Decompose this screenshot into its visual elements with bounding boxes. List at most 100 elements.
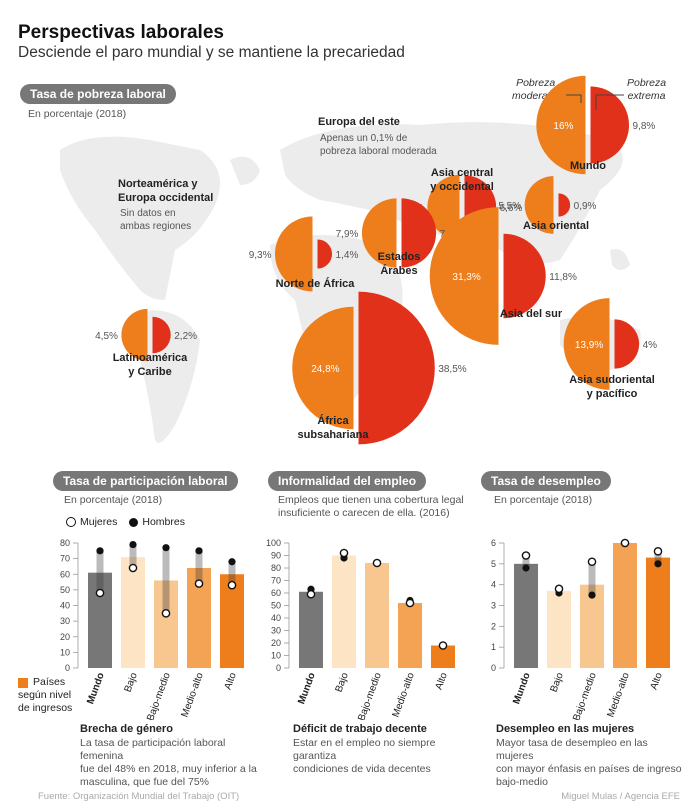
participation-ytick: 70 — [60, 554, 70, 564]
value-moderate-estados-arabes: 7,9% — [336, 229, 359, 240]
participation-hombres-dot-mundo — [96, 547, 104, 555]
value-moderate-norte-de-africa: 9,3% — [249, 250, 272, 261]
unemployment-caption: Desempleo en las mujeres Mayor tasa de d… — [496, 723, 686, 789]
poverty-unit: En porcentaje (2018) — [28, 108, 127, 120]
value-extreme-asia-oriental: 0,9% — [574, 201, 597, 212]
countries-legend-line1: Países — [33, 676, 66, 688]
footer-source: Fuente: Organización Mundial del Trabajo… — [38, 791, 240, 802]
informality-caption-line1: Estar en el empleo no siempre garantiza — [293, 737, 436, 762]
europe-note-line2: pobreza laboral moderada — [320, 146, 437, 157]
informality-note: Empleos que tienen una cobertura legal i… — [278, 494, 464, 520]
region-name-asia-del-sur: Asia del sur — [500, 308, 563, 320]
countries-swatch-icon — [18, 677, 28, 688]
participation-ytick: 30 — [60, 616, 70, 626]
unemployment-ytick: 0 — [491, 663, 496, 673]
participation-bar-bajo-medio — [154, 580, 178, 668]
participation-caption-title: Brecha de género — [80, 723, 173, 735]
informality-ytick: 30 — [271, 626, 281, 636]
unemployment-category-medio-alto: Medio-alto — [606, 671, 632, 719]
value-moderate-latinoamerica-y-caribe: 4,5% — [95, 331, 118, 342]
unemployment-mujeres-dot-alto — [653, 547, 663, 556]
participation-gap-alto — [228, 561, 236, 586]
informality-ytick: 10 — [271, 651, 281, 661]
semicircle-extreme-asia-sudoriental-y-pacifico — [614, 319, 640, 369]
unemployment-mujeres-dot-mundo — [521, 551, 531, 560]
legend-moderate-line1: Pobreza — [516, 77, 556, 89]
value-extreme-mundo: 9,8% — [633, 121, 656, 132]
region-name-asia-central-y-occidental: y occidental — [430, 181, 494, 193]
participation-gap-medio-alto — [195, 550, 203, 584]
semicircle-moderate-estados-arabes — [361, 198, 397, 268]
participation-bar-bajo — [121, 557, 145, 668]
value-extreme-africa-subsahariana: 38,5% — [438, 364, 466, 375]
na-note-line1: Sin datos en — [120, 208, 176, 219]
informality-bar-medio-alto — [398, 603, 422, 668]
value-moderate-asia-del-sur: 31,3% — [452, 272, 480, 283]
europe-note-line1: Apenas un 0,1% de — [320, 133, 408, 144]
page-subtitle: Desciende el paro mundial y se mantiene … — [18, 44, 405, 61]
informality-pill: Informalidad del empleo — [268, 471, 427, 491]
legend-hombres: Hombres — [142, 516, 185, 528]
participation-gap-mundo — [96, 550, 104, 593]
informality-ytick: 50 — [271, 601, 281, 611]
semicircle-extreme-africa-subsahariana — [358, 291, 435, 445]
participation-caption-line2: fue del 48% en 2018, muy inferior a la — [80, 763, 257, 775]
countries-legend: Países según nivel de ingresos — [18, 676, 72, 715]
unemployment-gap-mundo — [522, 555, 530, 568]
participation-ytick: 0 — [65, 663, 70, 673]
unemployment-bar-mundo — [514, 563, 538, 668]
unemployment-caption-title: Desempleo en las mujeres — [496, 723, 635, 735]
informality-caption-title: Déficit de trabajo decente — [293, 723, 427, 735]
informality-ytick: 100 — [266, 538, 281, 548]
participation-mujeres-dot-bajo — [128, 563, 138, 573]
semicircle-moderate-asia-oriental — [524, 176, 554, 234]
unemployment-ytick: 2 — [491, 621, 496, 631]
informality-category-medio-alto: Medio-alto — [391, 671, 417, 719]
informality-bar-bajo — [332, 555, 356, 668]
informality-bar-alto — [431, 645, 455, 668]
value-extreme-asia-central-y-occidental: 6,6% — [500, 203, 523, 214]
participation-hombres-dot-bajo-medio — [162, 544, 170, 552]
value-moderate-asia-oriental: 5,5% — [498, 201, 521, 212]
unemployment-hombres-dot-bajo-medio — [588, 591, 596, 599]
participation-ytick: 10 — [60, 647, 70, 657]
unemployment-caption-line2: con mayor énfasis en países de ingreso — [496, 763, 682, 775]
unemployment-pill: Tasa de desempleo — [481, 471, 611, 491]
legend-extreme-connector — [595, 94, 624, 110]
informality-caption: Déficit de trabajo decente Estar en el e… — [293, 723, 478, 776]
participation-category-medio-alto: Medio-alto — [180, 671, 206, 719]
unemployment-ytick: 3 — [491, 601, 496, 611]
participation-hombres-dot-medio-alto — [195, 547, 203, 555]
participation-mujeres-dot-bajo-medio — [161, 609, 171, 618]
value-extreme-latinoamerica-y-caribe: 2,2% — [174, 331, 197, 342]
unemployment-category-bajo-medio: Bajo-medio — [571, 671, 599, 720]
semicircle-moderate-asia-del-sur — [429, 207, 499, 345]
unemployment-ytick: 5 — [491, 559, 496, 569]
region-name-estados-arabes: Estados — [378, 251, 421, 263]
poverty-pill: Tasa de pobreza laboral — [20, 84, 176, 104]
participation-mujeres-dot-alto — [227, 580, 237, 590]
informality-category-mundo: Mundo — [296, 671, 318, 706]
na-title-line2: Europa occidental — [118, 192, 214, 204]
participation-gap-bajo-medio — [162, 547, 170, 614]
unemployment-bar-medio-alto — [613, 543, 637, 668]
region-name-asia-sudoriental-y-pacifico: Asia sudoriental — [569, 374, 655, 386]
participation-caption-line1: La tasa de participación laboral femenin… — [80, 737, 226, 762]
unemployment-gap-bajo-medio — [588, 561, 596, 596]
participation-caption: Brecha de género La tasa de participació… — [80, 723, 265, 789]
informality-bar-mundo — [299, 591, 323, 668]
semicircle-extreme-mundo — [590, 86, 630, 164]
region-name-asia-oriental: Asia oriental — [523, 220, 589, 232]
participation-unit: En porcentaje (2018) — [64, 494, 163, 506]
semicircle-extreme-asia-del-sur — [503, 233, 546, 319]
informality-mujeres-dot-medio-alto — [405, 598, 415, 608]
unemployment-bar-bajo — [547, 590, 571, 668]
informality-mujeres-dot-alto — [438, 641, 448, 650]
countries-legend-line2: según nivel — [18, 689, 72, 701]
semicircle-extreme-norte-de-africa — [317, 239, 333, 269]
informality-category-bajo-medio: Bajo-medio — [356, 671, 384, 720]
participation-caption-line3: masculina, que fue del 75% — [80, 776, 209, 788]
participation-category-alto: Alto — [223, 671, 239, 691]
